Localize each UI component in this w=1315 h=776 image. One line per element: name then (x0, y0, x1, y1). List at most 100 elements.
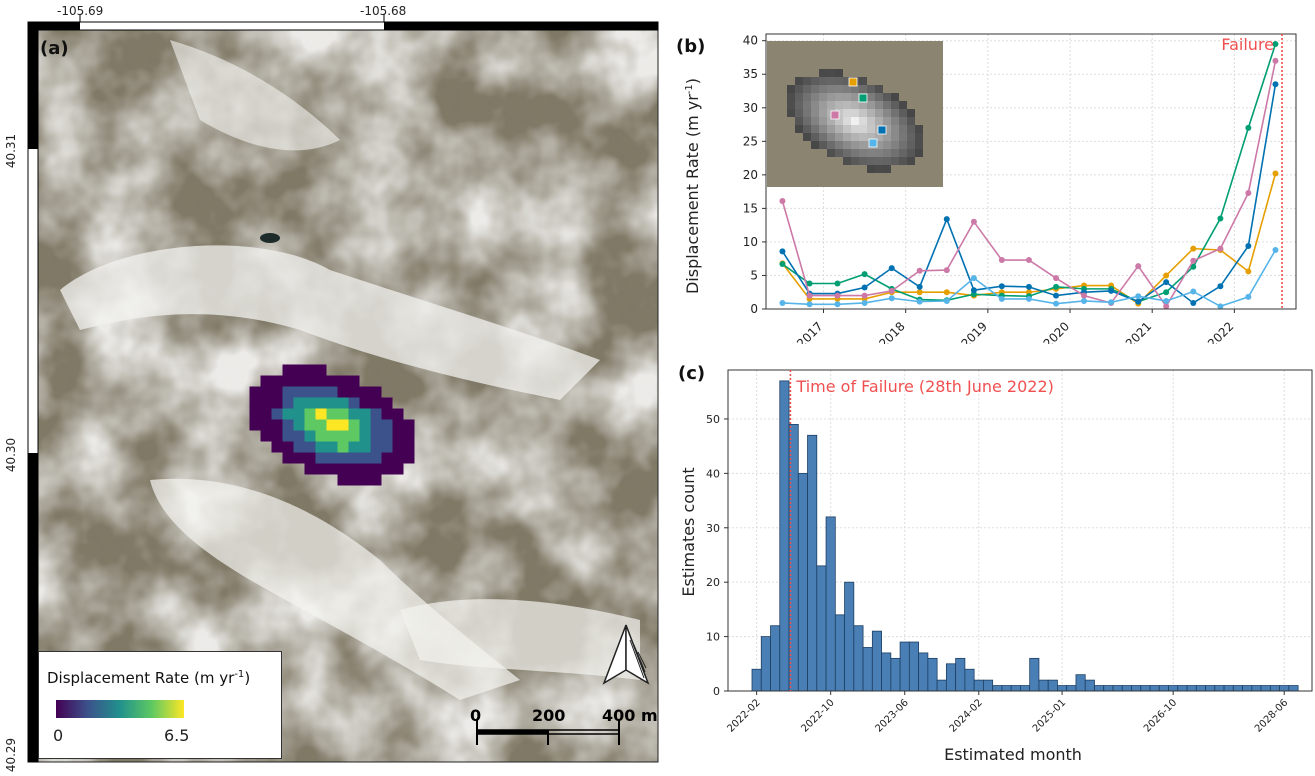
heatmap-cell (293, 408, 305, 420)
inset-cell (787, 85, 795, 93)
inset-cell (883, 101, 891, 109)
inset-cell (859, 109, 867, 117)
heatmap-cell (304, 419, 316, 431)
heatmap-cell (304, 441, 316, 453)
heatmap-cell (348, 463, 360, 475)
data-point (1053, 275, 1060, 282)
heatmap-cell (326, 463, 338, 475)
inset-cell (819, 125, 827, 133)
inset-cell (811, 101, 819, 109)
inset-cell (875, 133, 883, 141)
heatmap-cell (359, 441, 371, 453)
heatmap-cell (271, 375, 283, 387)
data-point (888, 265, 895, 272)
lat-tick-label: 40.31 (4, 133, 19, 169)
heatmap-cell (293, 441, 305, 453)
inset-cell (803, 77, 811, 85)
data-point (970, 275, 977, 282)
heatmap-cell (326, 419, 338, 431)
data-point (861, 299, 868, 306)
heatmap-cell (282, 375, 294, 387)
inset-cell (819, 85, 827, 93)
histogram-bar (881, 652, 892, 692)
heatmap-cell (315, 375, 327, 387)
inset-cell (835, 125, 843, 133)
histogram-bar (1288, 685, 1299, 692)
histogram-bar (844, 581, 855, 692)
inset-cell (843, 85, 851, 93)
data-point (1272, 246, 1279, 253)
north-arrow-icon (602, 624, 650, 685)
inset-cell (875, 165, 883, 173)
data-point (1217, 303, 1224, 310)
data-point (998, 257, 1005, 264)
data-point (861, 271, 868, 278)
x-tick-label: 2019 (958, 319, 989, 344)
inset-map (767, 41, 943, 187)
inset-cell (827, 85, 835, 93)
heatmap-cell (282, 386, 294, 398)
inset-cell (835, 117, 843, 125)
inset-cell (835, 149, 843, 157)
heatmap-cell (381, 430, 393, 442)
heatmap-cell (381, 452, 393, 464)
heatmap-cell (293, 430, 305, 442)
x-tick-label: 2022-10 (799, 697, 836, 734)
histogram-bar (770, 625, 781, 692)
inset-cell (867, 149, 875, 157)
heatmap-cell (348, 386, 360, 398)
data-point (1190, 299, 1197, 306)
plot-frame (765, 33, 1297, 310)
heatmap-cell (337, 441, 349, 453)
inset-cell (835, 69, 843, 77)
inset-cell (907, 109, 915, 117)
inset-cell (883, 93, 891, 101)
data-point (779, 299, 786, 306)
lon-tick-label: -105.69 (57, 4, 104, 18)
heatmap-cell (315, 452, 327, 464)
y-tick-label: 5 (750, 268, 758, 282)
inset-cell (899, 117, 907, 125)
inset-cell (891, 101, 899, 109)
inset-marker (877, 125, 887, 135)
inset-cell (899, 133, 907, 141)
inset-cell (891, 109, 899, 117)
histogram-bar (834, 614, 845, 692)
histogram-bar (825, 516, 836, 692)
histogram-bar (1186, 685, 1197, 692)
inset-cell (883, 141, 891, 149)
y-tick-label: 50 (706, 413, 720, 426)
y-tick-label: 15 (743, 201, 758, 215)
inset-cell (827, 149, 835, 157)
histogram-bar (1103, 685, 1114, 692)
inset-cell (803, 101, 811, 109)
heatmap-cell (315, 419, 327, 431)
inset-cell (907, 133, 915, 141)
histogram-bar (1177, 685, 1188, 692)
inset-cell (899, 149, 907, 157)
histogram-bar (955, 657, 966, 692)
inset-cell (867, 93, 875, 101)
heatmap-cell (271, 408, 283, 420)
heatmap-cell (337, 452, 349, 464)
heatmap-cell (337, 386, 349, 398)
data-point (1190, 257, 1197, 264)
heatmap-cell (359, 397, 371, 409)
heatmap-cell (359, 452, 371, 464)
inset-marker (830, 110, 840, 120)
heatmap-cell (370, 408, 382, 420)
heatmap-cell (293, 419, 305, 431)
data-point (943, 267, 950, 274)
histogram-bar (964, 668, 975, 692)
heatmap-cell (260, 375, 272, 387)
data-point (1245, 242, 1252, 249)
inset-cell (859, 157, 867, 165)
data-point (1245, 124, 1252, 131)
inset-cell (787, 93, 795, 101)
scale-bar (476, 720, 620, 745)
data-point (916, 283, 923, 290)
inset-cell (915, 125, 923, 133)
inset-cell (867, 85, 875, 93)
data-point (1025, 295, 1032, 302)
inset-cell (843, 133, 851, 141)
